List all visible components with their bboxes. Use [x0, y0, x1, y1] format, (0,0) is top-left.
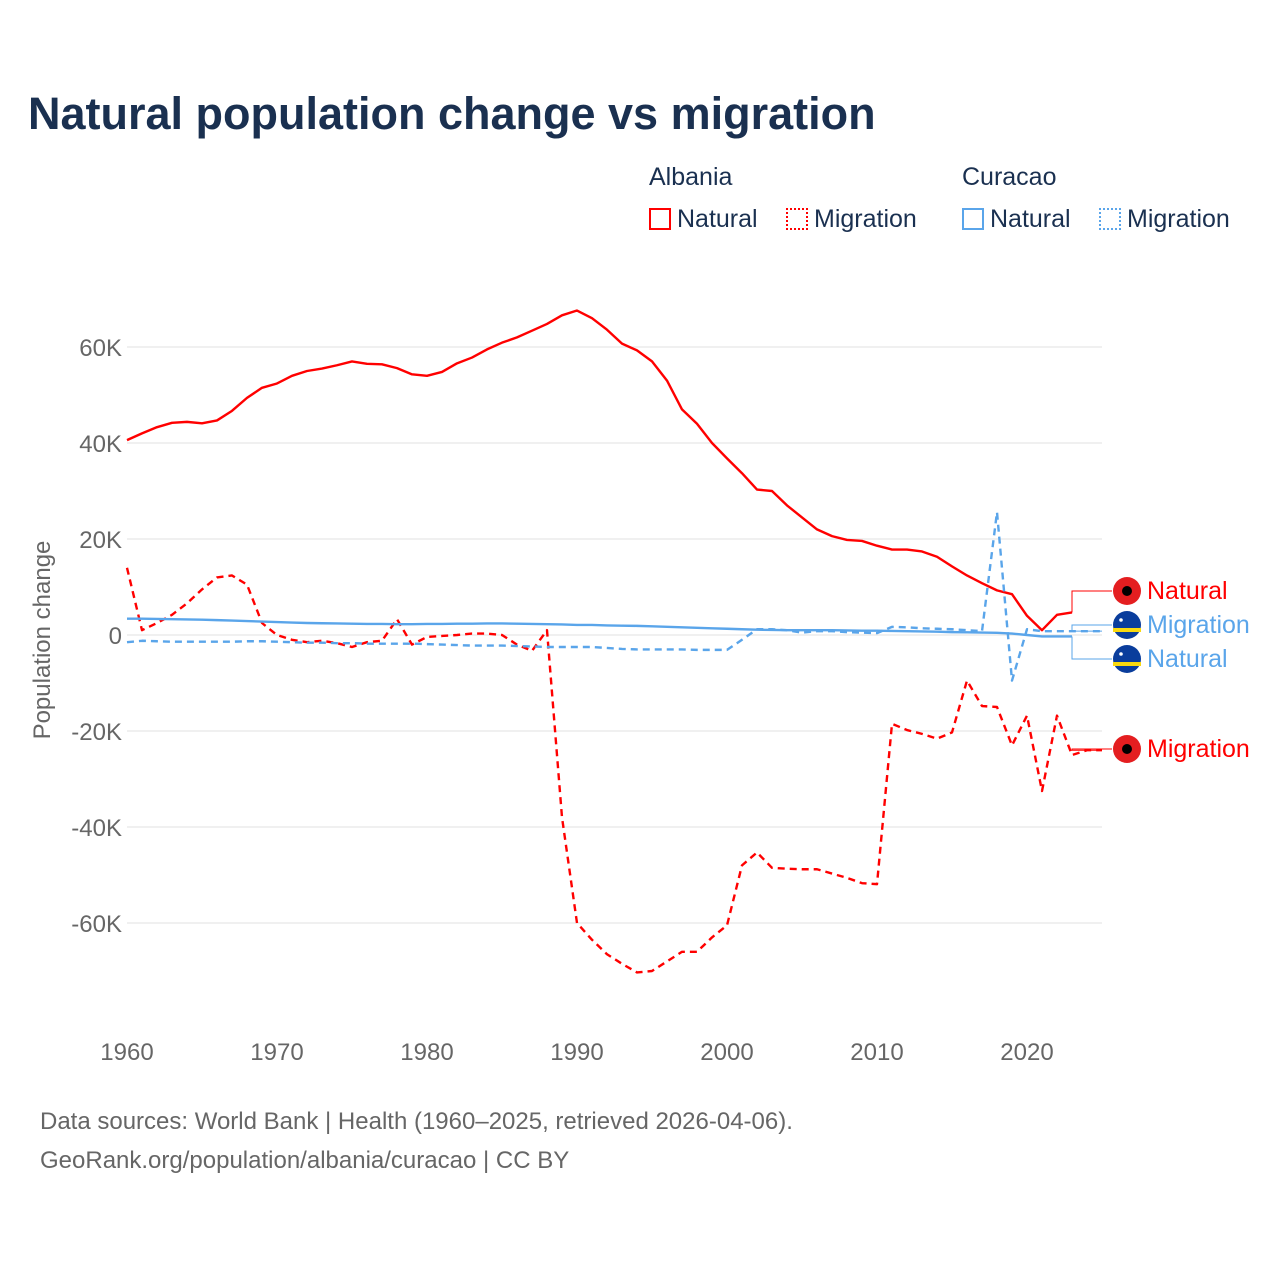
curacao-flag-icon	[1113, 645, 1141, 673]
label-connector	[1071, 636, 1112, 660]
chart-title: Natural population change vs migration	[28, 88, 876, 139]
legend-curacao-migration[interactable]: Migration	[1099, 205, 1230, 234]
footer-link[interactable]: GeoRank.org/population/albania/curacao |…	[40, 1147, 570, 1174]
y-tick-label: -20K	[71, 719, 122, 746]
label-connector	[1071, 590, 1112, 613]
label-connector	[1071, 748, 1112, 751]
series-end-label: Migration	[1147, 735, 1250, 763]
flag-stripe	[1113, 662, 1141, 666]
legend-curacao-natural[interactable]: Natural	[962, 205, 1071, 234]
label-connector	[1071, 624, 1112, 632]
y-tick-label: -60K	[71, 911, 122, 938]
x-tick-label: 2020	[1000, 1039, 1053, 1066]
series-line-curacao-natural	[127, 617, 1072, 638]
legend-group-albania: Albania	[649, 163, 733, 191]
curacao-flag-icon	[1113, 611, 1141, 639]
legend-solid-swatch-icon	[962, 208, 984, 230]
y-axis-label: Population change	[29, 541, 56, 740]
series-end-label: Natural	[1147, 645, 1228, 673]
x-tick-label: 2000	[700, 1039, 753, 1066]
x-tick-label: 1970	[250, 1039, 303, 1066]
legend-label: Migration	[814, 205, 917, 233]
y-tick-label: 0	[109, 623, 122, 650]
y-tick-label: -40K	[71, 815, 122, 842]
legend-solid-swatch-icon	[649, 208, 671, 230]
x-tick-label: 1980	[400, 1039, 453, 1066]
series-line-curacao-migration	[126, 510, 1102, 682]
legend-label: Migration	[1127, 205, 1230, 233]
eagle-icon	[1122, 744, 1132, 754]
series-line-albania-natural	[126, 309, 1073, 632]
y-tick-label: 40K	[79, 431, 122, 458]
legend-dotted-swatch-icon	[1099, 208, 1121, 230]
series-line-albania-migration	[125, 567, 1102, 974]
series-end-label: Migration	[1147, 611, 1250, 639]
series-end-label: Natural	[1147, 577, 1228, 605]
eagle-icon	[1122, 586, 1132, 596]
legend-label: Natural	[990, 205, 1071, 233]
legend-albania-natural[interactable]: Natural	[649, 205, 758, 234]
x-tick-label: 1960	[100, 1039, 153, 1066]
x-tick-label: 1990	[550, 1039, 603, 1066]
x-tick-label: 2010	[850, 1039, 903, 1066]
legend-albania-migration[interactable]: Migration	[786, 205, 917, 234]
legend-group-curacao: Curacao	[962, 163, 1057, 191]
y-tick-label: 60K	[79, 335, 122, 362]
flag-stripe	[1113, 628, 1141, 632]
star-icon	[1119, 618, 1123, 622]
legend-dotted-swatch-icon	[786, 208, 808, 230]
footer-sources: Data sources: World Bank | Health (1960–…	[40, 1108, 793, 1135]
star-icon	[1119, 652, 1123, 656]
y-tick-label: 20K	[79, 527, 122, 554]
legend-label: Natural	[677, 205, 758, 233]
